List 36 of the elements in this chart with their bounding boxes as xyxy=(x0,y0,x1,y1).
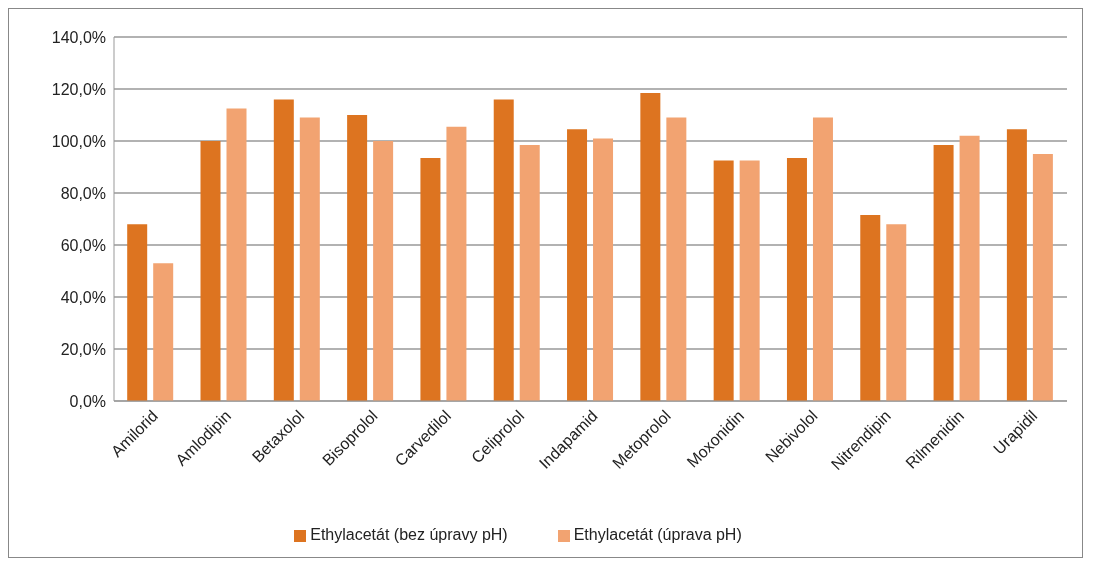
bar xyxy=(886,224,907,401)
bar xyxy=(446,126,467,401)
bar xyxy=(739,160,760,401)
bar xyxy=(666,117,687,401)
bar xyxy=(493,99,514,401)
y-tick-label: 20,0% xyxy=(60,340,106,358)
bar xyxy=(420,157,441,401)
y-tick-label: 140,0% xyxy=(51,28,106,46)
bar xyxy=(959,135,980,401)
bar xyxy=(226,108,247,401)
y-tick-label: 40,0% xyxy=(60,288,106,306)
y-tick-label: 60,0% xyxy=(60,236,106,254)
bar xyxy=(153,263,174,401)
bar xyxy=(1006,129,1027,401)
bar xyxy=(812,117,833,401)
bar xyxy=(567,129,588,401)
legend-label: Ethylacetát (úprava pH) xyxy=(573,526,742,543)
bar xyxy=(640,92,661,401)
y-tick-label: 120,0% xyxy=(51,80,106,98)
bar xyxy=(519,144,540,401)
bar xyxy=(299,117,320,401)
bar xyxy=(273,99,294,401)
bar xyxy=(373,141,394,401)
bar xyxy=(933,144,954,401)
bar xyxy=(786,157,807,401)
legend-label: Ethylacetát (bez úpravy pH) xyxy=(310,526,508,543)
bar xyxy=(347,115,368,401)
bar xyxy=(1032,154,1053,401)
bar xyxy=(200,141,221,401)
bar xyxy=(127,224,148,401)
bar xyxy=(713,160,734,401)
bar xyxy=(860,215,881,401)
bar xyxy=(593,138,614,401)
y-tick-label: 100,0% xyxy=(51,132,106,150)
y-tick-label: 0,0% xyxy=(69,392,106,410)
y-tick-label: 80,0% xyxy=(60,184,106,202)
